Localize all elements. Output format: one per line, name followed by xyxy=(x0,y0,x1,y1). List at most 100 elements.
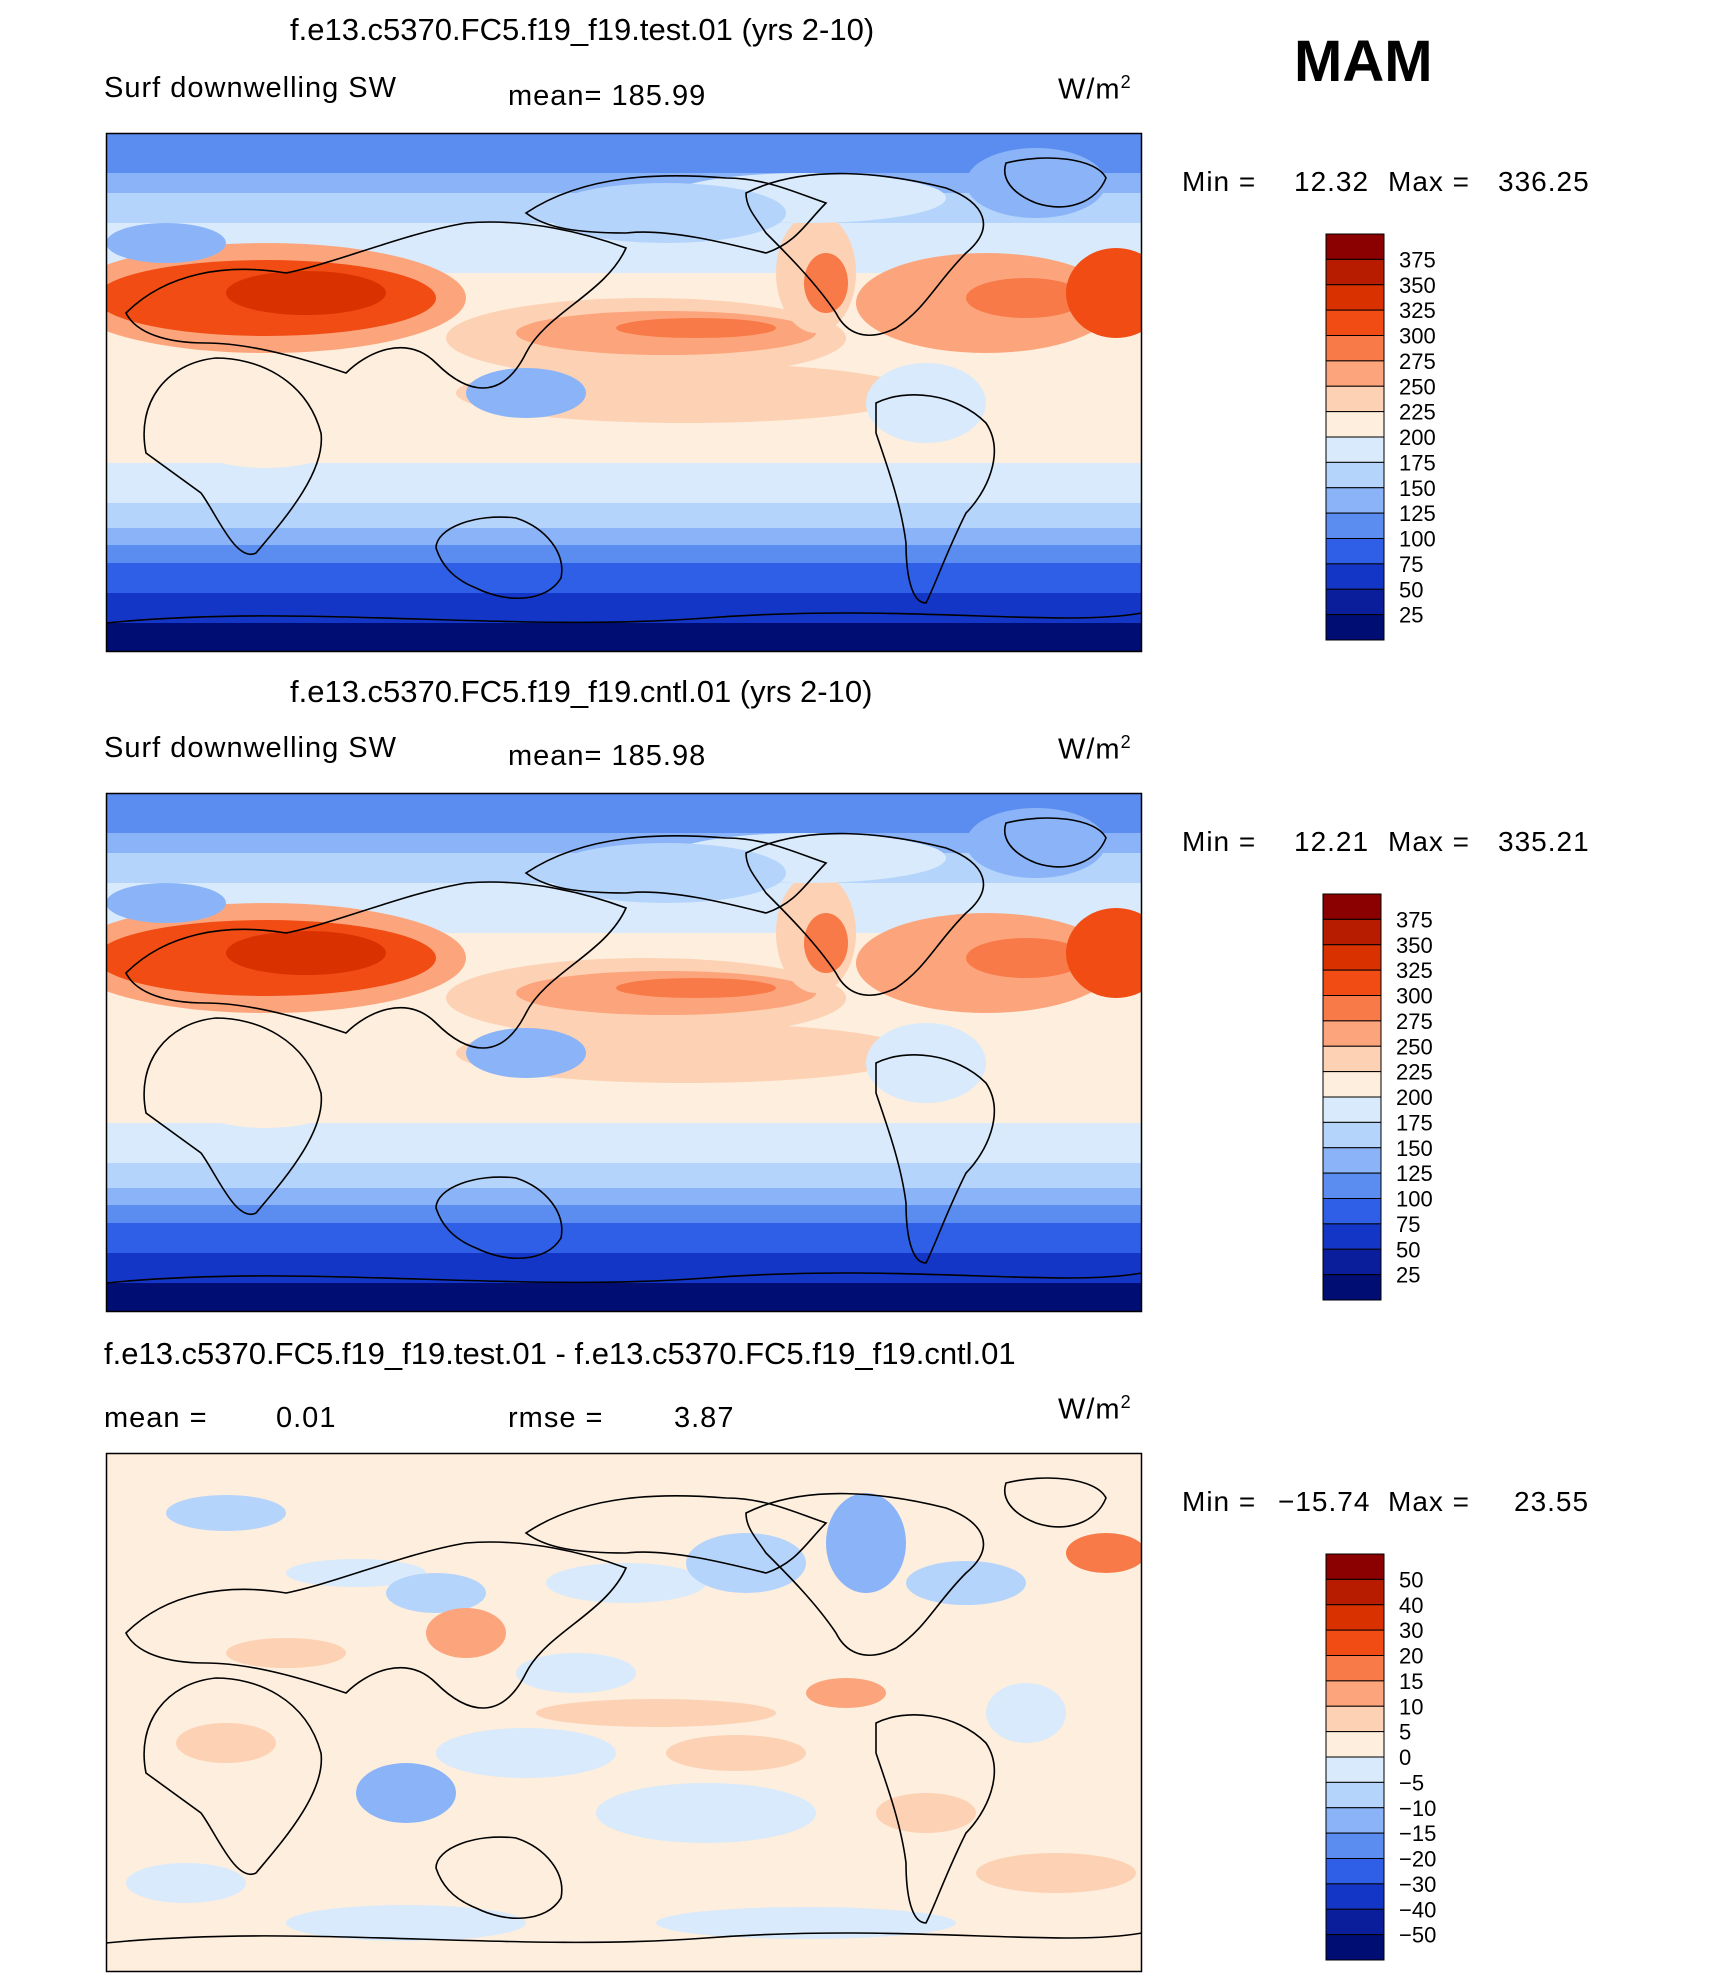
panel2-variable: Surf downwelling SW xyxy=(104,732,397,764)
coastline xyxy=(106,612,1142,624)
field-contour xyxy=(976,1853,1136,1893)
panel3-units: W/m2 xyxy=(1058,1392,1132,1426)
colorbar-swatch xyxy=(1322,1172,1382,1199)
field-contour xyxy=(546,843,786,903)
colorbar-tick-label: 250 xyxy=(1396,1034,1433,1059)
field-contour xyxy=(616,318,776,338)
panel1-units: W/m2 xyxy=(1058,72,1132,106)
colorbar-swatch xyxy=(1322,1274,1382,1301)
colorbar-tick-label: −15 xyxy=(1399,1821,1436,1846)
colorbar-swatch xyxy=(1322,1096,1382,1123)
colorbar-swatch xyxy=(1325,512,1385,539)
field-contour xyxy=(166,1495,286,1531)
coastline xyxy=(745,832,985,997)
coastline xyxy=(143,357,323,556)
field-band xyxy=(106,545,1142,563)
field-contour xyxy=(596,1783,816,1843)
coastline xyxy=(435,1836,563,1920)
field-contour xyxy=(226,1638,346,1668)
field-band xyxy=(106,1205,1142,1223)
colorbar-swatch xyxy=(1325,284,1385,311)
coastline xyxy=(143,1677,323,1876)
colorbar-tick-label: 50 xyxy=(1396,1237,1420,1262)
colorbar-swatch xyxy=(1325,1756,1385,1783)
field-contour xyxy=(386,1573,486,1613)
colorbar-tick-label: −5 xyxy=(1399,1770,1424,1795)
colorbar-swatch xyxy=(1325,258,1385,286)
field-contour xyxy=(986,1683,1066,1743)
map-frame xyxy=(105,1452,1143,1973)
field-contour xyxy=(656,1907,956,1939)
field-band xyxy=(106,1223,1142,1253)
colorbar-swatch xyxy=(1322,995,1382,1022)
colorbar-swatch xyxy=(1325,1578,1385,1606)
field-contour xyxy=(466,1028,586,1078)
colorbar-swatch xyxy=(1325,487,1385,514)
colorbar-swatch xyxy=(1325,1832,1385,1859)
colorbar-tick-label: 350 xyxy=(1396,933,1433,958)
colorbar-swatch xyxy=(1325,1858,1385,1885)
field-contour xyxy=(966,808,1106,878)
panel3-mean-value: 0.01 xyxy=(276,1402,337,1434)
field-contour xyxy=(226,931,386,975)
colorbar-swatch xyxy=(1325,1705,1385,1733)
coastline xyxy=(875,1054,996,1264)
coastline xyxy=(106,1272,1142,1284)
panel2-max-label: Max = xyxy=(1388,826,1471,857)
colorbar-swatch xyxy=(1325,1629,1385,1656)
panel2-max-value: 335.21 xyxy=(1498,826,1590,857)
field-band xyxy=(106,463,1142,503)
coastline xyxy=(125,221,628,389)
colorbar-tick-label: 125 xyxy=(1396,1161,1433,1186)
colorbar-swatch xyxy=(1322,1198,1382,1225)
colorbar-swatch xyxy=(1325,385,1385,413)
colorbar-swatch xyxy=(1325,588,1385,616)
field-contour xyxy=(966,938,1086,978)
field-contour xyxy=(686,1533,806,1593)
colorbar-tick-label: 25 xyxy=(1396,1263,1420,1288)
coastline xyxy=(435,1176,563,1260)
field-contour xyxy=(286,1905,526,1941)
field-contour xyxy=(186,408,346,468)
field-contour xyxy=(546,1563,706,1603)
colorbar-tick-label: 0 xyxy=(1399,1745,1411,1770)
coastline xyxy=(524,834,828,914)
colorbar-tick-label: 200 xyxy=(1396,1085,1433,1110)
coastline xyxy=(875,394,996,604)
field-contour xyxy=(356,1763,456,1823)
colorbar-swatch xyxy=(1322,969,1382,996)
field-contour xyxy=(106,883,226,923)
panel3-map xyxy=(105,1452,1143,1973)
colorbar-swatch xyxy=(1325,436,1385,463)
field-contour xyxy=(106,223,226,263)
colorbar-swatch xyxy=(1322,1147,1382,1174)
field-contour xyxy=(866,363,986,443)
field-band xyxy=(106,793,1142,833)
panel3-rmse-value: 3.87 xyxy=(674,1402,735,1434)
colorbar-tick-label: 250 xyxy=(1399,374,1436,399)
colorbar-swatch xyxy=(1325,1680,1385,1707)
coastline xyxy=(106,1932,1142,1944)
colorbar-tick-label: 375 xyxy=(1399,247,1436,272)
coastline xyxy=(875,1714,996,1924)
panel2-units: W/m2 xyxy=(1058,732,1132,766)
field-contour xyxy=(826,1493,906,1593)
panel1-map xyxy=(105,132,1143,653)
field-contour xyxy=(186,1068,346,1128)
field-band xyxy=(106,1253,1142,1283)
field-band xyxy=(106,133,1142,173)
colorbar-tick-label: 10 xyxy=(1399,1694,1423,1719)
colorbar-tick-label: −10 xyxy=(1399,1796,1436,1821)
field-contour xyxy=(176,1723,276,1763)
field-contour xyxy=(866,1023,986,1103)
panel2-mean: mean= 185.98 xyxy=(508,740,707,772)
panel3-min-label: Min = xyxy=(1182,1486,1257,1517)
panel1-max-value: 336.25 xyxy=(1498,166,1590,197)
colorbar-swatch xyxy=(1325,461,1385,489)
field-contour xyxy=(966,278,1086,318)
colorbar-tick-label: −50 xyxy=(1399,1923,1436,1948)
colorbar-swatch xyxy=(1325,1883,1385,1910)
panel2-map xyxy=(105,792,1143,1313)
coastline xyxy=(435,516,563,600)
colorbar-tick-label: 175 xyxy=(1399,450,1436,475)
